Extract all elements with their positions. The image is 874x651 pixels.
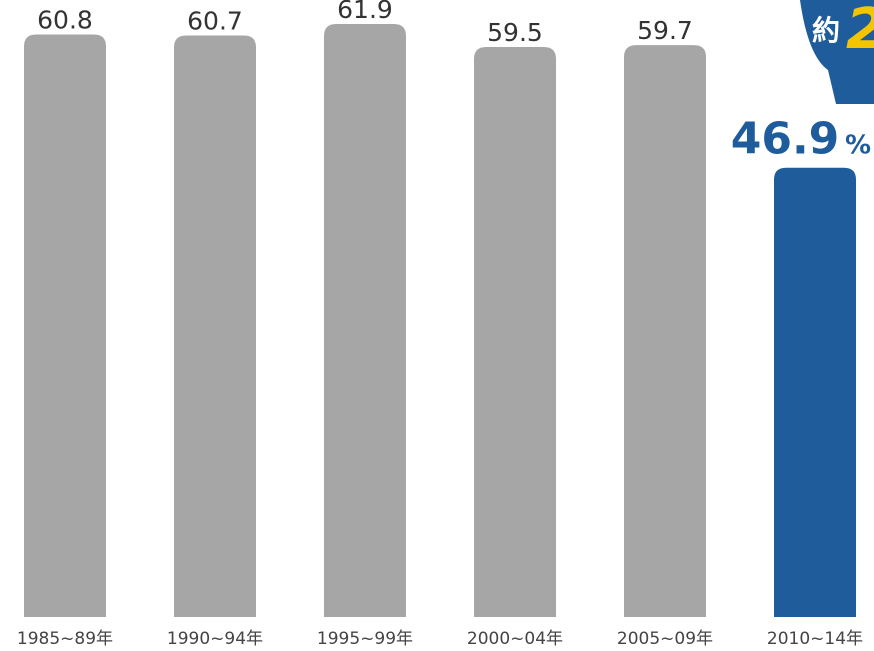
bar-value-label: 46.9: [731, 114, 840, 165]
badge-number-text: 2: [846, 0, 874, 62]
bar: [324, 23, 406, 618]
bar: [24, 34, 106, 617]
bar: [774, 167, 856, 617]
category-tick-label: 1995~99年: [317, 629, 413, 649]
bar: [174, 35, 256, 617]
callout-badge-shape: [800, 0, 874, 104]
labels-group: 60.8 1985~89年 60.7 1990~94年 61.9 1995~99年 59.5…: [17, 0, 871, 649]
bar-value-label: 60.8: [37, 6, 93, 35]
bar-value-suffix: %: [845, 131, 871, 161]
bar-value-label: 59.7: [637, 16, 693, 45]
category-tick-label: 2000~04年: [467, 629, 563, 649]
bars-group: [24, 23, 856, 618]
bar-value-label: 60.7: [187, 6, 243, 35]
category-tick-label: 2005~09年: [617, 629, 713, 649]
category-tick-label: 1985~89年: [17, 629, 113, 649]
badge-prefix-text: 約: [812, 14, 840, 47]
category-tick-label: 1990~94年: [167, 629, 263, 649]
callout-badge: 約 2: [800, 0, 874, 104]
bar: [624, 45, 706, 618]
bar-value-label: 59.5: [487, 18, 543, 47]
category-tick-label: 2010~14年: [767, 629, 863, 649]
bar-value-label: 61.9: [337, 0, 393, 24]
bar: [474, 46, 556, 618]
